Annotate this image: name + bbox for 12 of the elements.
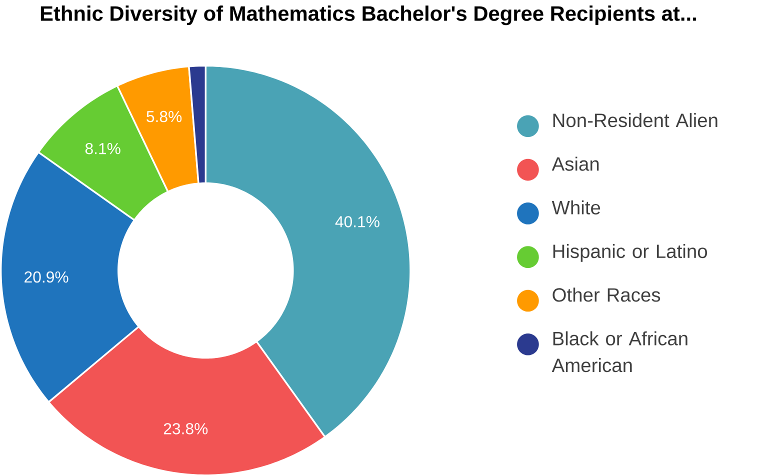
legend-label: Non-Resident Alien	[553, 112, 718, 128]
legend-label: Asian	[552, 156, 599, 171]
data-label: 23.8%	[164, 423, 208, 434]
data-label: 40.1%	[335, 216, 380, 228]
legend-label: Black or African American	[552, 331, 688, 372]
legend-label: Other Races	[552, 288, 660, 302]
legend-label: Hispanic or Latino	[553, 244, 708, 262]
legend-label: White	[552, 200, 600, 214]
data-label: 5.8%	[146, 110, 182, 122]
chart-title: Ethnic Diversity of Mathematics Bachelor's Degree Recipients at...	[40, 5, 696, 26]
data-label: 20.9%	[24, 271, 68, 283]
data-label: 8.1%	[85, 142, 120, 154]
